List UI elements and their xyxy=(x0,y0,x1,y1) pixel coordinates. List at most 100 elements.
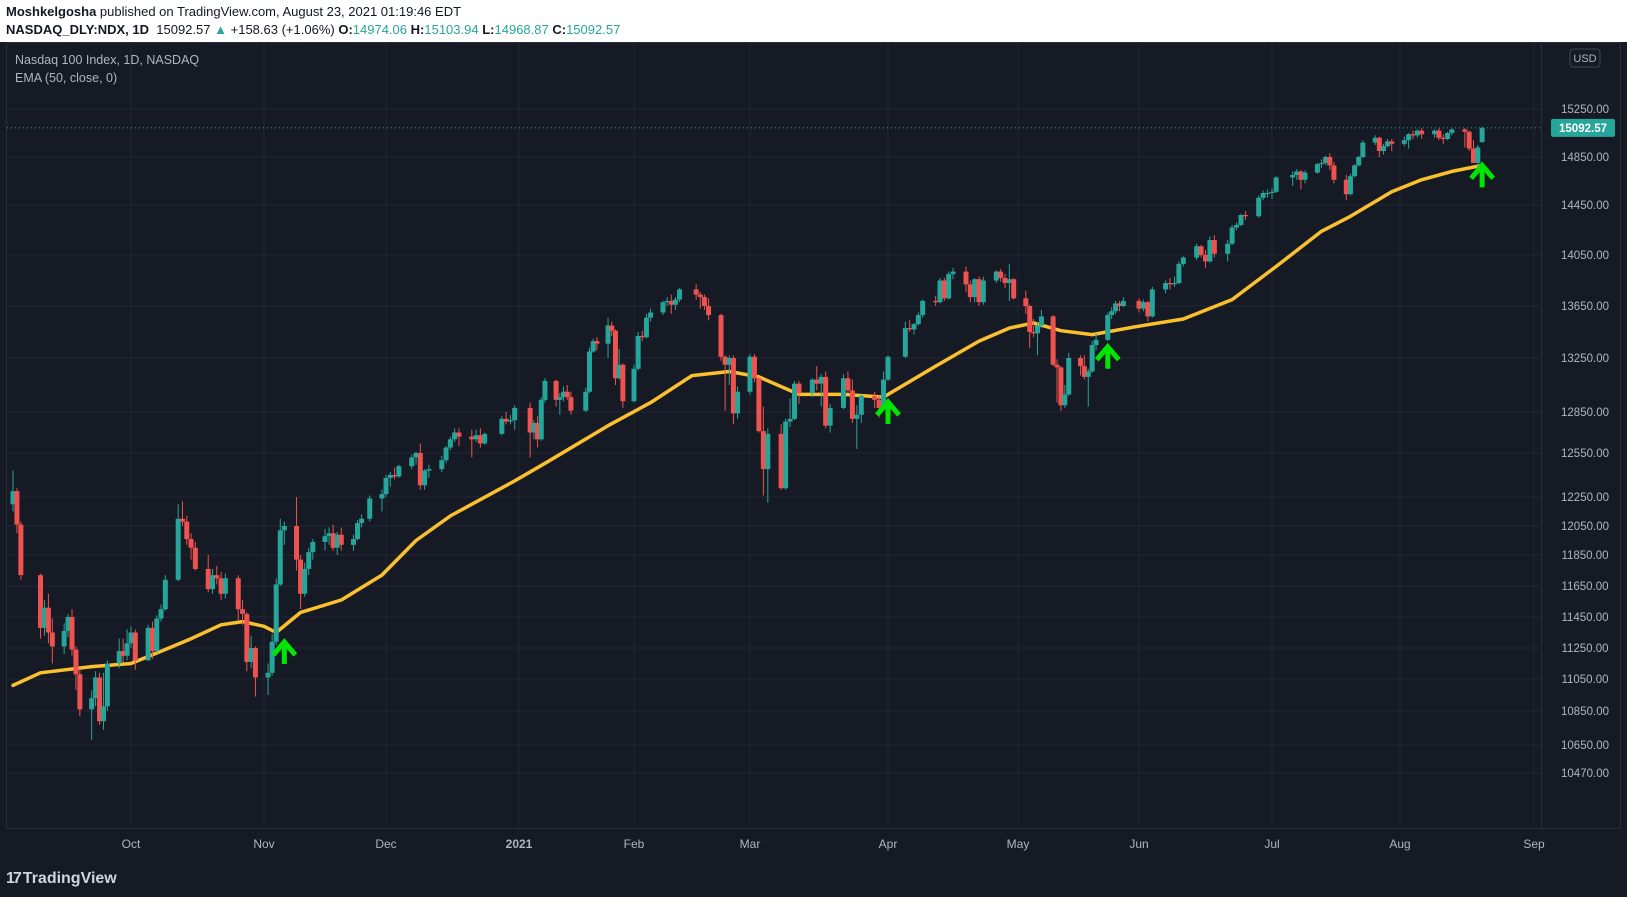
candle xyxy=(14,488,20,534)
candle xyxy=(45,593,51,644)
candle xyxy=(718,313,724,361)
candle xyxy=(693,284,699,300)
candle xyxy=(751,354,757,383)
series-title[interactable]: Nasdaq 100 Index, 1D, NASDAQ xyxy=(15,53,200,67)
candle xyxy=(265,663,271,695)
candle xyxy=(89,690,95,740)
candle xyxy=(1389,139,1395,151)
candle-body xyxy=(751,356,757,379)
candle-body xyxy=(941,280,947,299)
candle-body xyxy=(907,328,913,330)
candle-body xyxy=(281,526,287,531)
author-name[interactable]: Moshkelgosha xyxy=(6,4,97,19)
time-axis[interactable]: Oct Nov Dec 2021 Feb Mar Apr May Jun Jul Aug Sep xyxy=(122,837,1545,851)
candle-body xyxy=(1006,279,1012,284)
candle xyxy=(531,420,537,440)
candle-body xyxy=(553,380,559,400)
candle-body xyxy=(1054,364,1060,368)
candle xyxy=(409,454,415,470)
price-axis[interactable]: 10470.00 10650.00 10850.00 11050.00 11250.00… xyxy=(1561,104,1609,780)
candle-body xyxy=(568,397,574,411)
candle xyxy=(631,364,637,403)
candle xyxy=(179,501,185,526)
candle-body xyxy=(1066,358,1072,395)
candle-body xyxy=(477,435,483,444)
candle xyxy=(248,635,254,669)
candle xyxy=(162,575,168,611)
candle xyxy=(154,615,160,653)
candle-body xyxy=(527,407,533,433)
candle xyxy=(392,467,398,480)
candle xyxy=(145,624,151,661)
candle-body xyxy=(1145,302,1151,317)
candle-body xyxy=(1207,240,1213,262)
candle xyxy=(73,646,79,691)
candle-body xyxy=(972,279,978,298)
ema-title[interactable]: EMA (50, close, 0) xyxy=(15,71,118,85)
candle-body xyxy=(244,613,250,662)
candle xyxy=(609,321,615,336)
price-tick-label: 12250.00 xyxy=(1561,492,1609,504)
candle-body xyxy=(1171,283,1177,285)
candle-body xyxy=(845,378,851,391)
candle xyxy=(1171,276,1177,287)
price-tick-label: 11050.00 xyxy=(1561,674,1608,686)
candle-body xyxy=(179,518,185,522)
candle xyxy=(1176,261,1182,285)
candle xyxy=(1180,256,1186,267)
candle xyxy=(1298,170,1304,190)
candle-body xyxy=(1273,177,1279,192)
candle-body xyxy=(735,391,741,414)
candle xyxy=(422,469,428,490)
candle-body xyxy=(1385,141,1391,147)
candle xyxy=(240,599,246,625)
candle xyxy=(277,518,283,586)
time-tick-label: Apr xyxy=(879,837,898,851)
candle xyxy=(1432,129,1438,138)
candle-body xyxy=(1002,277,1008,284)
candle xyxy=(1466,130,1472,151)
candle-body xyxy=(1035,325,1041,334)
tradingview-logo[interactable]: 17 TradingView xyxy=(6,870,117,888)
candle xyxy=(1145,300,1151,322)
candle-body xyxy=(184,521,190,540)
price-chart[interactable]: 15092.57 10470.00 10650.00 10850.00 11050.0… xyxy=(0,42,1627,866)
footer xyxy=(0,866,1627,897)
candle xyxy=(814,366,820,391)
candle-body xyxy=(132,632,138,661)
price-tick-label: 14050.00 xyxy=(1561,250,1609,262)
candle-body xyxy=(218,578,224,594)
candle-body xyxy=(1343,179,1349,195)
candle xyxy=(184,515,190,545)
candle-body xyxy=(1323,157,1329,163)
candle xyxy=(1054,359,1060,403)
candle xyxy=(124,629,130,661)
candle-body xyxy=(1238,215,1244,225)
price-tick-label: 14450.00 xyxy=(1561,200,1609,212)
candle-body xyxy=(248,648,254,662)
candle-body xyxy=(326,533,332,537)
open-label: O: xyxy=(338,22,353,37)
candle xyxy=(447,436,453,451)
candle-body xyxy=(1462,129,1468,132)
candle xyxy=(192,541,198,571)
candle xyxy=(104,660,110,711)
candle-body xyxy=(1085,371,1091,377)
candle xyxy=(1436,128,1442,141)
candle-body xyxy=(69,617,75,650)
candle-body xyxy=(1105,315,1111,340)
candle-body xyxy=(214,575,220,579)
candle-body xyxy=(858,395,864,415)
candle xyxy=(1331,161,1337,184)
candle xyxy=(535,416,541,448)
candle xyxy=(1113,300,1119,314)
candle xyxy=(205,555,211,593)
symbol-info: NASDAQ_DLY:NDX, 1D 15092.57 ▲ +158.63 (+… xyxy=(6,22,620,37)
candle-body xyxy=(38,575,44,628)
candle xyxy=(976,276,982,306)
candle-body xyxy=(840,378,846,408)
close-value: 15092.57 xyxy=(566,22,621,37)
candle xyxy=(338,527,344,551)
currency-badge[interactable]: USD xyxy=(1569,48,1601,68)
candle xyxy=(1356,155,1362,167)
